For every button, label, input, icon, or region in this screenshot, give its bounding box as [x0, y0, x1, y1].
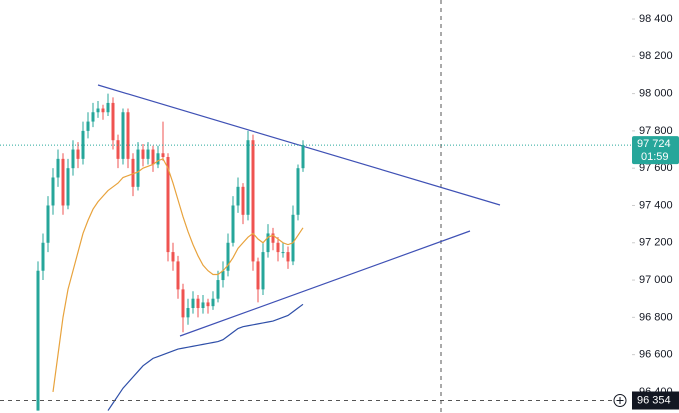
candle-body: [216, 280, 220, 299]
plot: [36, 93, 305, 411]
candle-body: [166, 156, 170, 253]
candle-body: [191, 298, 195, 309]
candle-body: [206, 302, 210, 307]
candle-body: [266, 233, 270, 253]
candle-body: [251, 140, 255, 262]
moving-average: [107, 303, 304, 411]
candle-body: [41, 242, 45, 271]
candle-body: [301, 145, 305, 169]
y-tick-label: 98 000: [639, 88, 673, 100]
candle-body: [296, 168, 300, 215]
candle-body: [276, 242, 280, 253]
candle-body: [51, 177, 55, 206]
candle-body: [271, 233, 275, 243]
trend-line-lower: [179, 230, 471, 337]
candle-body: [106, 102, 110, 113]
candle-body: [71, 149, 75, 169]
candle-body: [221, 270, 225, 281]
candle-body: [241, 186, 245, 215]
candle-body: [136, 149, 140, 187]
candle-body: [131, 158, 135, 187]
candle-body: [286, 252, 290, 262]
candle-body: [121, 112, 125, 159]
candle-body: [66, 168, 70, 206]
candle-body: [196, 298, 200, 309]
y-tick-label: 97 800: [639, 125, 673, 137]
candle-body: [46, 205, 50, 243]
y-tick-label: 97 200: [639, 237, 673, 249]
add-icon: [616, 397, 624, 405]
crosshair-price-label: 96 354: [637, 394, 671, 406]
candle-body: [156, 153, 160, 165]
moving-average: [52, 158, 304, 393]
y-tick-label: 97 000: [639, 274, 673, 286]
candle-body: [56, 158, 60, 178]
candle-body: [246, 140, 250, 215]
candle-body: [171, 252, 175, 262]
candle-body: [231, 205, 235, 243]
candle-body: [181, 289, 185, 318]
candle-body: [101, 108, 105, 113]
candle-body: [226, 242, 230, 271]
candle-body: [126, 112, 130, 159]
candle-body: [86, 121, 90, 131]
candle-body: [111, 102, 115, 141]
candle-body: [291, 214, 295, 262]
y-tick-label: 98 400: [639, 13, 673, 25]
candle-body: [281, 252, 285, 254]
candle-body: [81, 130, 85, 159]
candle-body: [176, 261, 180, 290]
candle-body: [146, 149, 150, 159]
candle-body: [76, 149, 80, 159]
candle-body: [211, 298, 215, 307]
candle-body: [91, 112, 95, 122]
candle-body: [236, 186, 240, 206]
candle-body: [186, 308, 190, 318]
y-tick-label: 96 600: [639, 349, 673, 361]
candle-body: [116, 140, 120, 159]
candle-body: [261, 252, 265, 290]
candle-body: [96, 108, 100, 113]
y-tick-label: 96 800: [639, 311, 673, 323]
candle-body: [61, 158, 65, 206]
y-tick-label: 97 600: [639, 162, 673, 174]
candle-body: [256, 261, 260, 290]
candle-body: [151, 149, 155, 165]
last-price-box: [632, 136, 679, 165]
y-tick-label: 97 400: [639, 199, 673, 211]
y-tick-label: 98 200: [639, 50, 673, 62]
candle-body: [161, 153, 165, 157]
candle-body: [201, 302, 205, 309]
trend-line-upper: [97, 84, 501, 206]
candle-body: [141, 149, 145, 159]
crosshair-price-box: [632, 391, 679, 410]
countdown: 01:59: [641, 151, 669, 163]
candle-body: [36, 270, 40, 411]
last-price-label: 97 724: [637, 138, 671, 150]
